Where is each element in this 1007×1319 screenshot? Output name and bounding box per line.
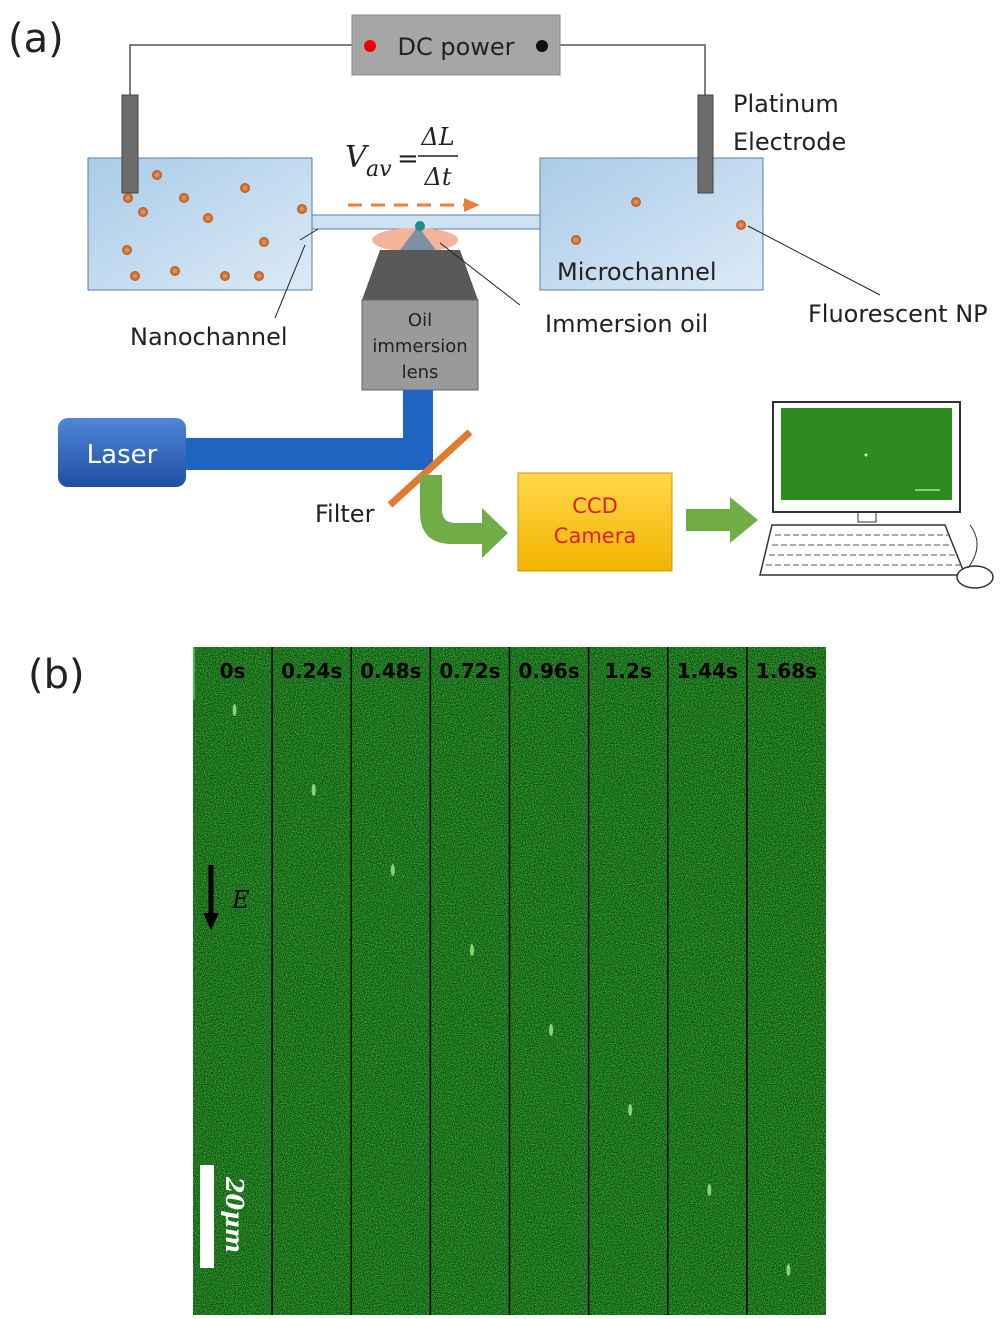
particle-image xyxy=(312,784,316,796)
formula-equals: = xyxy=(397,144,419,174)
mouse-cable xyxy=(968,525,977,568)
frame-time: 0.96s xyxy=(518,659,579,683)
field-label: E xyxy=(231,886,250,914)
frame-time: 0.72s xyxy=(439,659,500,683)
scale-label: 20μm xyxy=(220,1176,249,1253)
arrowhead xyxy=(464,198,480,212)
particle-image xyxy=(391,864,395,876)
nanochannel-label: Nanochannel xyxy=(130,323,288,351)
terminal xyxy=(364,40,376,52)
scale-bar xyxy=(200,1165,214,1268)
particle-image xyxy=(707,1184,711,1196)
beam xyxy=(186,438,433,470)
laser-label: Laser xyxy=(87,440,158,470)
frame-time: 0.24s xyxy=(281,659,342,683)
green-arrow xyxy=(686,497,758,543)
terminal xyxy=(536,40,548,52)
green-arrow xyxy=(420,475,508,558)
oil-label: Immersion oil xyxy=(545,310,708,338)
stand xyxy=(858,512,876,522)
particle-image xyxy=(549,1024,553,1036)
pointer xyxy=(748,226,880,295)
keyboard xyxy=(760,525,965,575)
particle-image xyxy=(470,944,474,956)
frame-time: 0.48s xyxy=(360,659,421,683)
formula-denominator: Δt xyxy=(424,163,452,191)
lens-cone xyxy=(362,250,478,300)
frame-time: 1.44s xyxy=(677,659,738,683)
filter-label: Filter xyxy=(315,500,375,528)
particle xyxy=(415,221,425,231)
screen-dot xyxy=(865,454,868,457)
formula-numerator: ΔL xyxy=(420,123,454,151)
mouse xyxy=(957,566,993,588)
microchannel-label: Microchannel xyxy=(557,258,717,286)
particle-image xyxy=(628,1104,632,1116)
frame-time: 1.2s xyxy=(605,659,652,683)
figure: (a) DC power V av = ΔL Δt PlatinumElectr… xyxy=(0,0,1007,1315)
power-label: DC power xyxy=(397,33,514,61)
panel-label: (a) xyxy=(8,16,64,62)
beam xyxy=(403,390,433,470)
camera xyxy=(518,473,672,571)
particle-image xyxy=(786,1264,790,1276)
electrode xyxy=(698,95,713,193)
electrode xyxy=(122,95,138,193)
nanochannel xyxy=(312,215,540,229)
particle-image xyxy=(233,704,237,716)
frame-time: 1.68s xyxy=(756,659,817,683)
frame-time: 0s xyxy=(220,659,246,683)
formula-subscript: av xyxy=(366,157,392,182)
panel-label: (b) xyxy=(28,652,85,698)
particle-label: Fluorescent NP xyxy=(808,300,988,328)
